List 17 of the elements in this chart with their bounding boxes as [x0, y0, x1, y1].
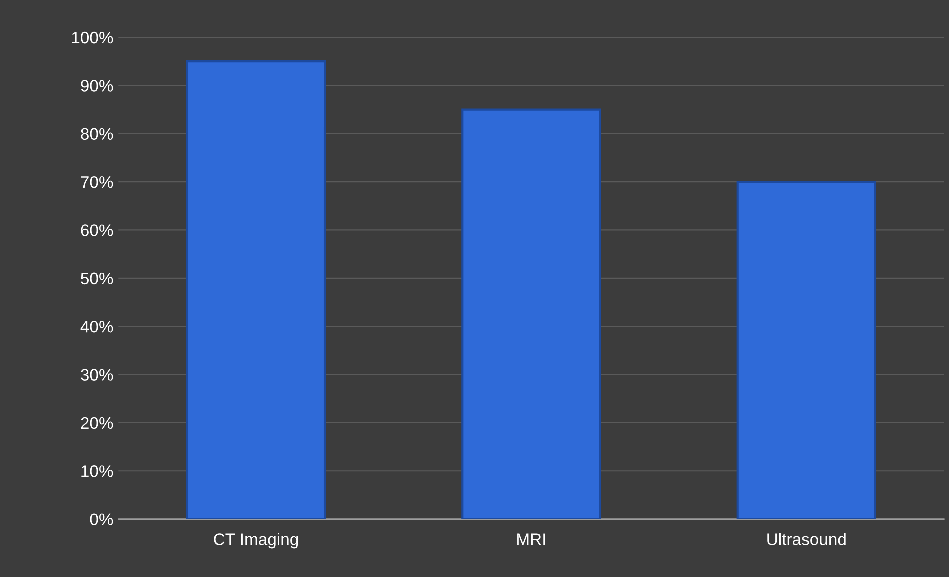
y-tick-label: 60%: [81, 224, 114, 236]
bar: [186, 60, 326, 520]
y-tick-label: 70%: [81, 176, 114, 188]
y-tick-label: 80%: [81, 128, 114, 140]
y-tick-label: 0%: [90, 514, 114, 526]
x-tick-label: Ultrasound: [768, 533, 846, 546]
x-tick-label: MRI: [518, 534, 546, 546]
y-tick-label: 100%: [72, 32, 114, 44]
y-tick-label: 30%: [81, 369, 114, 381]
y-tick-label: 50%: [81, 272, 114, 285]
x-tick-label: CT Imaging: [214, 533, 298, 549]
y-tick-label: 20%: [81, 417, 114, 430]
y-tick-label: 40%: [80, 320, 114, 333]
y-tick-label: 90%: [81, 80, 114, 92]
bar: [736, 181, 876, 520]
bar: [462, 108, 602, 520]
y-tick-label: 10%: [82, 466, 114, 478]
